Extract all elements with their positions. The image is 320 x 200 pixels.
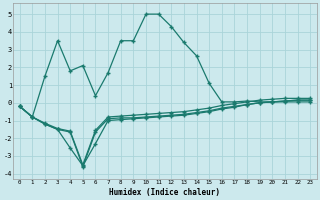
X-axis label: Humidex (Indice chaleur): Humidex (Indice chaleur): [109, 188, 220, 197]
